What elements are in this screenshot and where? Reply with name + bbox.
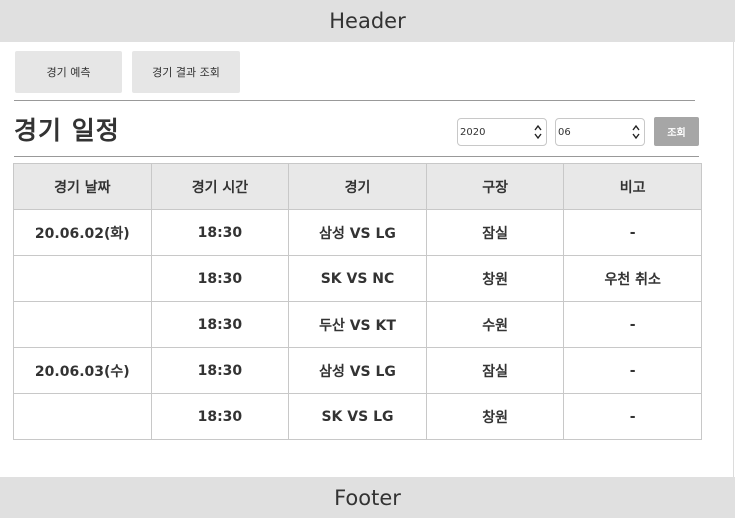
cell-stadium: 잠실 (425, 347, 565, 394)
schedule-table: 경기 날짜 경기 시간 경기 구장 비고 20.06.02(화) 18:30 삼… (13, 163, 702, 440)
year-select-value: 2020 (460, 126, 486, 138)
cell-note: - (563, 301, 702, 348)
column-header-stadium: 구장 (425, 163, 565, 210)
divider-bottom (14, 156, 699, 157)
month-select-value: 06 (558, 126, 571, 138)
cell-note: 우천 취소 (563, 255, 702, 302)
cell-match: 삼성 VS LG (288, 347, 427, 394)
select-arrows-icon (534, 124, 542, 140)
page-header: Header (0, 0, 735, 42)
cell-match: 두산 VS KT (288, 301, 427, 348)
page-title: 경기 일정 (14, 116, 120, 145)
cell-date (13, 301, 152, 348)
cell-date (13, 393, 152, 440)
table-header-row: 경기 날짜 경기 시간 경기 구장 비고 (13, 163, 702, 210)
cell-time: 18:30 (150, 347, 290, 394)
search-button[interactable]: 조회 (654, 117, 699, 146)
month-select[interactable]: 06 (555, 118, 645, 146)
column-header-time: 경기 시간 (150, 163, 290, 210)
year-select[interactable]: 2020 (457, 118, 547, 146)
table-row: 18:30 SK VS NC 창원 우천 취소 (13, 255, 702, 302)
cell-note: - (563, 209, 702, 256)
table-row: 18:30 SK VS LG 창원 - (13, 393, 702, 440)
cell-note: - (563, 393, 702, 440)
select-arrows-icon (632, 124, 640, 140)
cell-date (13, 255, 152, 302)
divider-top (14, 100, 695, 101)
column-header-date: 경기 날짜 (13, 163, 152, 210)
cell-match: 삼성 VS LG (288, 209, 427, 256)
tab-bar: 경기 예측 경기 결과 조회 (15, 51, 240, 93)
cell-stadium: 창원 (425, 393, 565, 440)
cell-time: 18:30 (150, 255, 290, 302)
cell-stadium: 창원 (425, 255, 565, 302)
tab-game-prediction[interactable]: 경기 예측 (15, 51, 122, 93)
cell-time: 18:30 (150, 209, 290, 256)
cell-date: 20.06.02(화) (13, 209, 152, 256)
column-header-note: 비고 (563, 163, 702, 210)
table-row: 20.06.02(화) 18:30 삼성 VS LG 잠실 - (13, 209, 702, 256)
cell-match: SK VS LG (288, 393, 427, 440)
cell-time: 18:30 (150, 301, 290, 348)
page-footer: Footer (0, 477, 735, 518)
table-row: 18:30 두산 VS KT 수원 - (13, 301, 702, 348)
table-row: 20.06.03(수) 18:30 삼성 VS LG 잠실 - (13, 347, 702, 394)
cell-time: 18:30 (150, 393, 290, 440)
cell-match: SK VS NC (288, 255, 427, 302)
column-header-match: 경기 (288, 163, 427, 210)
cell-stadium: 수원 (425, 301, 565, 348)
footer-title: Footer (334, 485, 401, 510)
tab-game-results[interactable]: 경기 결과 조회 (132, 51, 240, 93)
cell-stadium: 잠실 (425, 209, 565, 256)
cell-note: - (563, 347, 702, 394)
header-title: Header (329, 9, 406, 33)
cell-date: 20.06.03(수) (13, 347, 152, 394)
